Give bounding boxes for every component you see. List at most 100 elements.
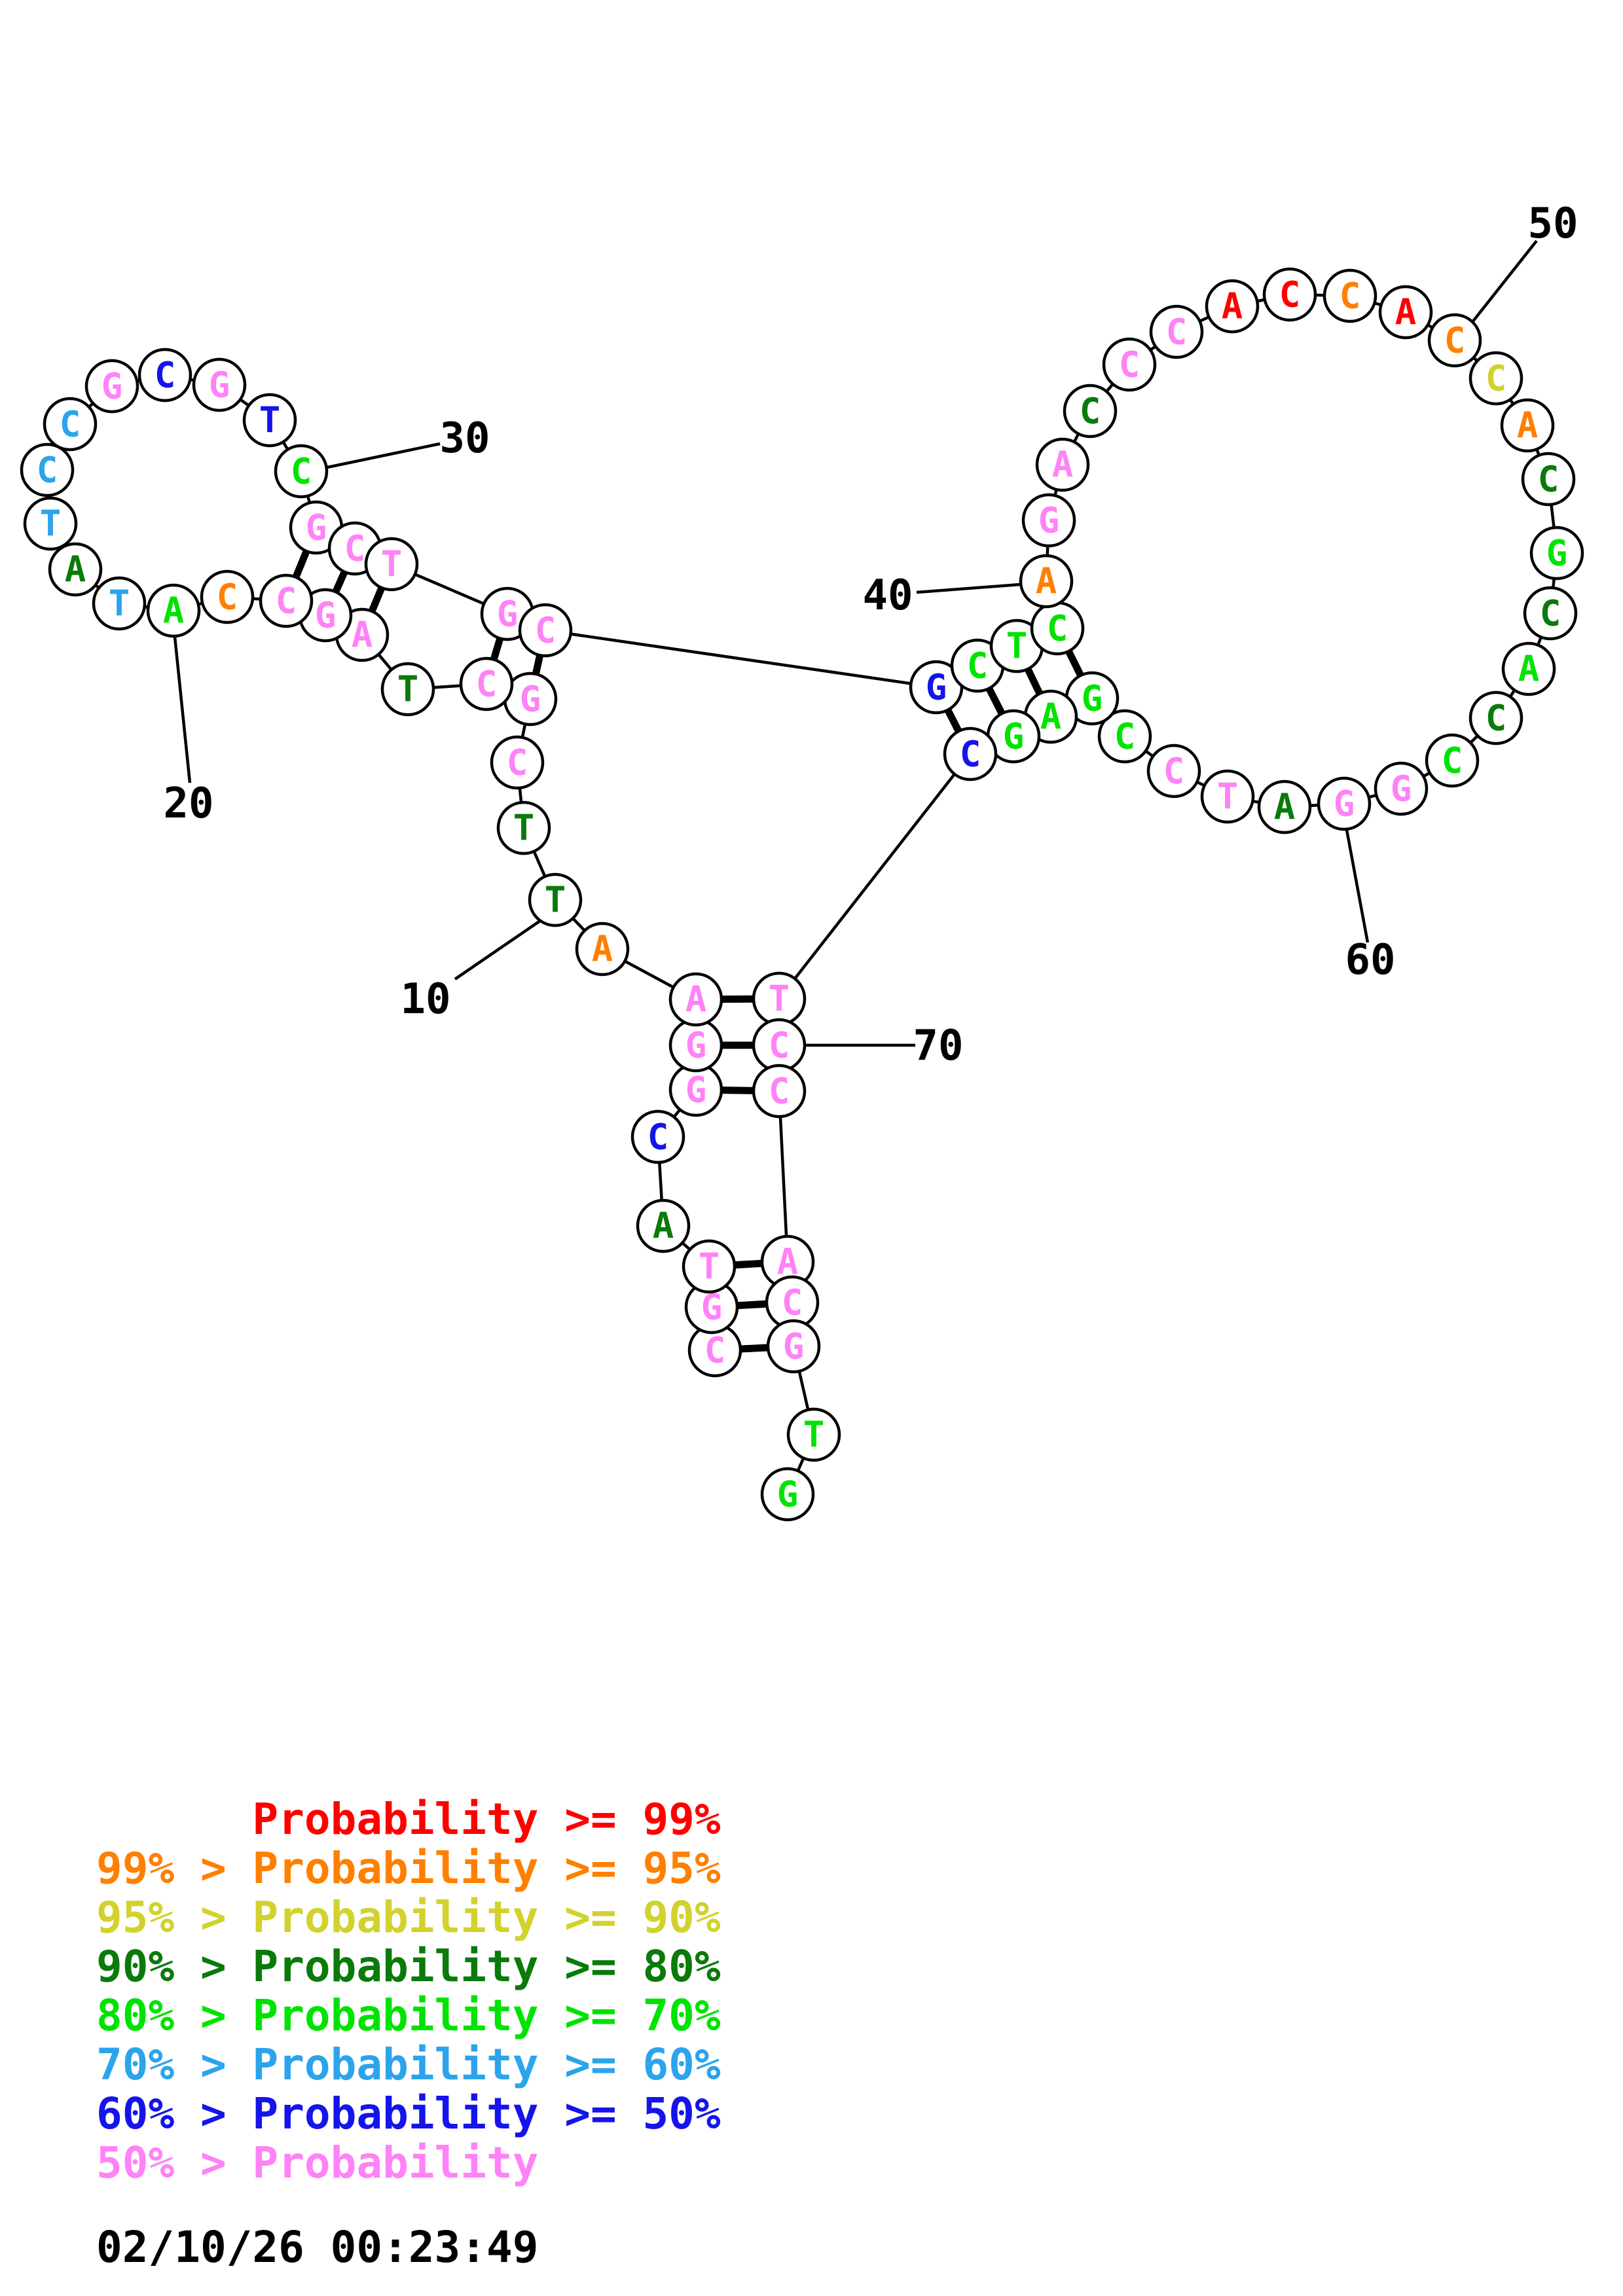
nucleotide-29: T <box>242 393 297 448</box>
nucleotide-circle-50 <box>1427 313 1482 368</box>
nucleotide-circle-12 <box>490 735 545 790</box>
nucleotide-14: C <box>459 656 514 711</box>
nucleotide-letter-37: C <box>967 645 989 687</box>
nucleotide-25: C <box>43 397 98 452</box>
nucleotide-46: A <box>1205 279 1260 334</box>
legend-line-p95: 99% > Probability >= 95% <box>96 1843 721 1893</box>
nucleotide-circle-59 <box>1374 761 1429 816</box>
nucleotide-letter-32: C <box>344 528 366 569</box>
nucleotide-circle-11 <box>496 800 551 855</box>
timestamp: 02/10/26 00:23:49 <box>96 2222 539 2272</box>
nucleotide-circle-14 <box>459 656 514 711</box>
nucleotide-circle-10 <box>528 872 583 927</box>
nucleotide-19: C <box>200 569 255 624</box>
position-label-30: 30 <box>439 414 490 463</box>
nucleotide-letter-58: C <box>1442 740 1463 781</box>
position-label-60: 60 <box>1345 936 1395 984</box>
nucleotide-letter-61: A <box>1274 787 1296 828</box>
nucleotide-57: C <box>1468 691 1523 745</box>
nucleotide-circle-74 <box>766 1319 821 1374</box>
legend-line-p50: 60% > Probability >= 50% <box>96 2089 721 2139</box>
nucleotide-70: C <box>752 1018 807 1073</box>
legend-line-below50: 50% > Probability <box>96 2138 539 2188</box>
nucleotide-letter-34: G <box>497 594 519 635</box>
nucleotide-letter-35: C <box>535 610 556 651</box>
nucleotide-letter-23: T <box>40 503 62 545</box>
nucleotide-letter-21: T <box>109 583 130 624</box>
nucleotide-7: G <box>668 1018 723 1073</box>
legend-line-p99: Probability >= 99% <box>96 1794 721 1844</box>
nucleotide-letter-59: G <box>1391 768 1412 810</box>
nucleotide-11: T <box>496 800 551 855</box>
nucleotide-letter-18: C <box>276 581 297 622</box>
nucleotide-letter-3: T <box>699 1246 720 1287</box>
nucleotide-letter-66: A <box>1040 696 1062 738</box>
position-label-10: 10 <box>400 975 450 1024</box>
nucleotide-circle-53 <box>1521 452 1576 507</box>
nucleotide-34: G <box>480 586 535 641</box>
nucleotide-27: C <box>137 348 192 403</box>
nucleotide-circle-52 <box>1500 398 1555 453</box>
nucleotide-letter-14: C <box>476 664 498 705</box>
nucleotide-60: G <box>1317 776 1372 831</box>
nucleotide-28: G <box>192 357 247 412</box>
nucleotide-circle-18 <box>259 573 314 628</box>
position-label-lines <box>173 240 1538 1047</box>
nucleotide-74: G <box>766 1319 821 1374</box>
nucleotide-30: C <box>274 444 329 499</box>
nucleotide-letter-10: T <box>545 880 566 921</box>
nucleotide-26: G <box>84 359 139 414</box>
nucleotide-35: C <box>518 603 573 658</box>
nucleotide-letter-64: C <box>1114 716 1136 757</box>
nucleotide-circle-8 <box>668 972 723 1027</box>
nucleotide-64: C <box>1097 709 1152 764</box>
nucleotide-8: A <box>668 972 723 1027</box>
nucleotide-49: A <box>1378 285 1433 340</box>
nucleotide-circle-54 <box>1529 526 1584 581</box>
nucleotide-letter-71: C <box>769 1071 790 1112</box>
nucleotide-circle-29 <box>242 393 297 448</box>
nucleotide-letter-53: C <box>1538 459 1559 500</box>
nucleotide-letter-30: C <box>291 451 312 492</box>
nucleotide-5: C <box>630 1109 685 1164</box>
nucleotide-letter-11: T <box>513 808 535 849</box>
nucleotide-circle-19 <box>200 569 255 624</box>
nucleotide-41: G <box>1021 493 1076 548</box>
nucleotide-letter-57: C <box>1486 698 1507 739</box>
nucleotide-circle-56 <box>1501 641 1556 696</box>
nucleotide-75: T <box>786 1407 841 1462</box>
nucleotide-circle-23 <box>23 496 78 551</box>
nucleotide-letter-73: C <box>782 1282 803 1323</box>
nucleotide-52: A <box>1500 398 1555 453</box>
nucleotide-38: T <box>989 619 1044 673</box>
nucleotide-56: A <box>1501 641 1556 696</box>
probability-legend: Probability >= 99% 99% > Probability >= … <box>96 1795 721 2187</box>
nucleotide-3: T <box>682 1239 737 1294</box>
nucleotide-42: A <box>1035 437 1090 492</box>
nucleotide-62: T <box>1200 769 1255 824</box>
nucleotide-letter-44: C <box>1119 344 1140 386</box>
nucleotide-21: T <box>92 576 147 631</box>
nucleotide-22: A <box>48 542 103 597</box>
nucleotide-letter-70: C <box>769 1025 790 1066</box>
nucleotide-letter-7: G <box>685 1025 707 1066</box>
nucleotide-letter-6: G <box>685 1069 707 1111</box>
position-label-40: 40 <box>862 571 913 620</box>
nucleotide-circle-3 <box>682 1239 737 1294</box>
nucleotide-10: T <box>528 872 583 927</box>
nucleotide-letter-45: C <box>1166 312 1188 353</box>
nucleotide-letter-24: C <box>37 450 58 491</box>
nucleotide-letter-13: G <box>520 679 541 720</box>
nucleotide-50: C <box>1427 313 1482 368</box>
nucleotide-letter-28: G <box>209 365 230 406</box>
nucleotide-letter-63: C <box>1163 751 1185 792</box>
nucleotide-letter-56: A <box>1518 649 1540 690</box>
nucleotide-circle-25 <box>43 397 98 452</box>
nucleotide-1: C <box>687 1323 742 1378</box>
nucleotide-letter-51: C <box>1486 358 1507 399</box>
nucleotide-circle-44 <box>1102 337 1157 392</box>
nucleotide-61: A <box>1257 780 1312 834</box>
nucleotide-54: G <box>1529 526 1584 581</box>
nucleotide-circle-47 <box>1262 267 1317 322</box>
